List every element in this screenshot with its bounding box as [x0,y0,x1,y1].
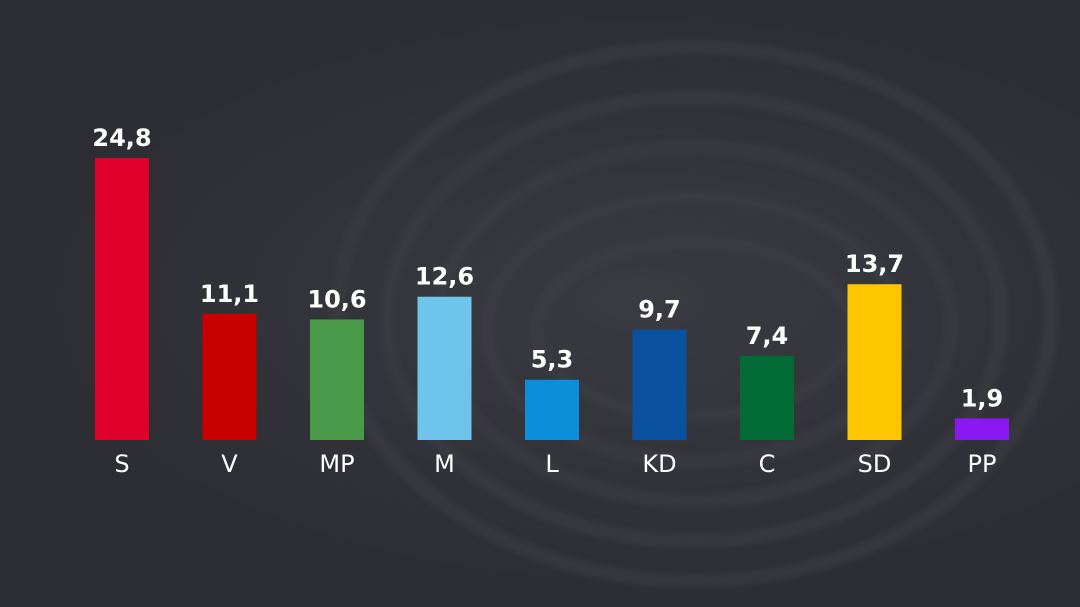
category-label-c: C [759,450,776,478]
category-label-kd: KD [642,450,676,478]
value-label-c: 7,4 [746,322,789,350]
category-label-pp: PP [968,450,997,478]
category-label-m: M [434,450,455,478]
bar-v [202,313,257,440]
bar-sd [847,284,902,440]
value-label-sd: 13,7 [845,250,904,278]
value-label-v: 11,1 [200,280,259,308]
value-label-s: 24,8 [92,124,151,152]
category-label-mp: MP [319,450,354,478]
value-label-m: 12,6 [415,263,474,291]
bar-m [417,296,472,440]
value-label-pp: 1,9 [961,384,1004,412]
bar-c [740,355,794,440]
category-label-v: V [221,450,238,478]
value-label-l: 5,3 [531,346,574,374]
category-label-sd: SD [858,450,892,478]
category-label-l: L [545,450,559,478]
category-label-s: S [114,450,129,478]
bar-mp [310,319,364,440]
bar-kd [632,329,687,440]
value-label-kd: 9,7 [638,296,681,324]
bar-s [95,158,149,440]
bar-l [525,379,579,440]
value-label-mp: 10,6 [307,285,366,313]
bar-pp [955,418,1009,440]
